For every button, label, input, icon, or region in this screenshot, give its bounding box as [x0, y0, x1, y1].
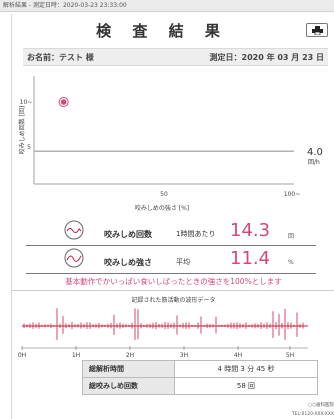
clench-strength-row: 咬みしめ強さ 平均 11.4 %: [26, 248, 316, 274]
table-row: 総解析時間 4 時間 3 分 45 秒: [82, 360, 318, 378]
clench-strength-unit: %: [288, 259, 294, 266]
clench-strength-sub: 平均: [176, 258, 190, 266]
y-tick-10: 10~: [20, 99, 33, 106]
clinic-name: ○○歯科医院: [308, 403, 334, 408]
data-point-ring: [58, 97, 69, 107]
report-sheet: 検 査 結 果 お名前：テスト 様 測定日：2020 年 03 月 23 日 咬…: [11, 14, 334, 419]
time-label-0h: 0H: [18, 352, 26, 359]
clench-count-value: 14.3: [230, 220, 271, 241]
data-point: [60, 99, 67, 105]
clench-chart: 咬みしめ回数 [回] 10~ 5 50 100~ 咬みしめの強さ [%] 4.0…: [18, 76, 323, 212]
strength-note: 基本動作でかいっぱい食いしばったときの強さを100%とします: [12, 276, 334, 291]
x-tick-100: 100~: [284, 191, 300, 198]
summary-table: 総解析時間 4 時間 3 分 45 秒 総咬みしめ回数 58 回: [82, 360, 318, 395]
clench-count-sub: 1時間あたり: [176, 230, 216, 238]
printer-icon: [312, 26, 323, 35]
waveform-title: 記録された筋活動の波形データ: [131, 297, 216, 304]
time-label-2h: 2H: [126, 352, 134, 359]
window-title: 解析結果 - 測定日時：2020-03-23 23:33:00: [3, 2, 127, 9]
total-time-value: 4 時間 3 分 45 秒: [174, 360, 318, 378]
patient-info-bar: お名前：テスト 様 測定日：2020 年 03 月 23 日: [23, 48, 328, 66]
clench-count-icon: [64, 220, 84, 240]
waveform-spikes: [23, 308, 304, 341]
page-title: 検 査 結 果: [96, 22, 228, 40]
clench-strength-label: 咬みしめ強さ: [104, 258, 152, 267]
clench-strength-icon: [64, 248, 84, 268]
clench-count-label: 咬みしめ回数: [104, 230, 152, 239]
print-button[interactable]: [306, 23, 328, 37]
reference-value: 4.0: [307, 147, 323, 158]
clinic-footer: ○○歯科医院 TEL:0120-XXX-XXX: [292, 401, 334, 419]
table-row: 総咬みしめ回数 58 回: [82, 377, 318, 395]
measurement-date: 測定日：2020 年 03 月 23 日: [209, 53, 324, 62]
x-axis-label: 咬みしめの強さ [%]: [135, 204, 189, 212]
time-label-5h: 5H: [286, 352, 294, 359]
reference-unit: 回/h: [308, 159, 320, 166]
x-tick-50: 50: [160, 191, 168, 198]
clench-strength-value: 11.4: [230, 248, 271, 269]
clinic-tel: TEL:0120-XXX-XXX: [291, 412, 334, 417]
y-tick-5: 5: [27, 144, 31, 151]
patient-name: お名前：テスト 様: [27, 53, 94, 62]
time-label-3h: 3H: [180, 352, 188, 359]
window-title-bar: 解析結果 - 測定日時：2020-03-23 23:33:00: [0, 0, 334, 12]
emg-waveform: 0H 1H 2H 3H 4H 5H: [18, 308, 308, 359]
y-axis-label: 咬みしめ回数 [回]: [18, 106, 26, 155]
time-label-1h: 1H: [72, 352, 80, 359]
total-count-label: 総咬みしめ回数: [82, 377, 175, 395]
time-label-4h: 4H: [234, 352, 242, 359]
clench-count-unit: 回: [288, 233, 295, 240]
total-count-value: 58 回: [174, 377, 318, 395]
total-time-label: 総解析時間: [82, 360, 175, 378]
clench-count-row: 咬みしめ回数 1時間あたり 14.3 回: [26, 220, 316, 246]
